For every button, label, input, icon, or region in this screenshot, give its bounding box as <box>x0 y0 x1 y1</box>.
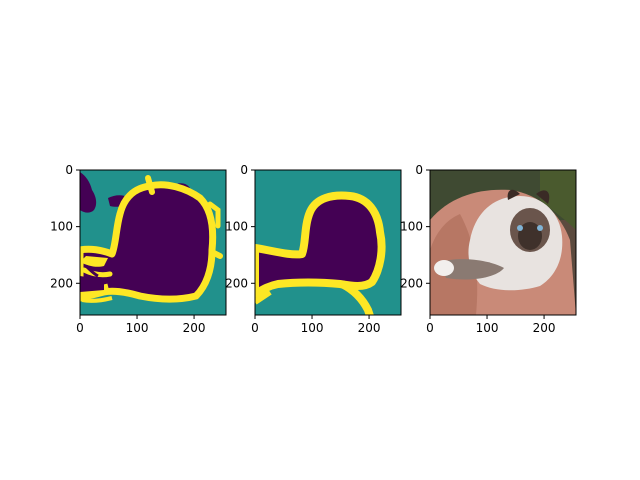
cat-photo <box>430 170 576 315</box>
y-tick-label: 200 <box>400 276 423 290</box>
x-tick-label: 0 <box>76 321 84 335</box>
y-tick-label: 200 <box>225 276 248 290</box>
x-tick-label: 200 <box>358 321 381 335</box>
x-tick-label: 200 <box>533 321 556 335</box>
mask-panel-2 <box>254 169 402 316</box>
x-tick-label: 100 <box>301 321 324 335</box>
x-tick-label: 100 <box>476 321 499 335</box>
x-tick-label: 100 <box>126 321 149 335</box>
y-tick-label: 200 <box>50 276 73 290</box>
x-tick-label: 200 <box>183 321 206 335</box>
y-tick-label: 0 <box>415 163 423 177</box>
y-tick-label: 100 <box>50 220 73 234</box>
y-tick-label: 100 <box>400 220 423 234</box>
x-tick-label: 0 <box>251 321 259 335</box>
y-tick-label: 0 <box>65 163 73 177</box>
y-tick-label: 100 <box>225 220 248 234</box>
x-tick-label: 0 <box>426 321 434 335</box>
mask-panel-1 <box>79 169 227 316</box>
axes-frame-2 <box>254 169 402 316</box>
mask-image-2 <box>255 170 401 315</box>
photo-panel <box>429 169 577 316</box>
y-tick-label: 0 <box>240 163 248 177</box>
ticks-layer: 0 100 200 0 100 200 0 100 200 0 100 200 0 100 200 0 100 2… <box>50 163 555 335</box>
mask-image-1 <box>80 170 226 315</box>
axes-frame-1 <box>79 169 227 316</box>
axes-frame-3 <box>429 169 577 316</box>
